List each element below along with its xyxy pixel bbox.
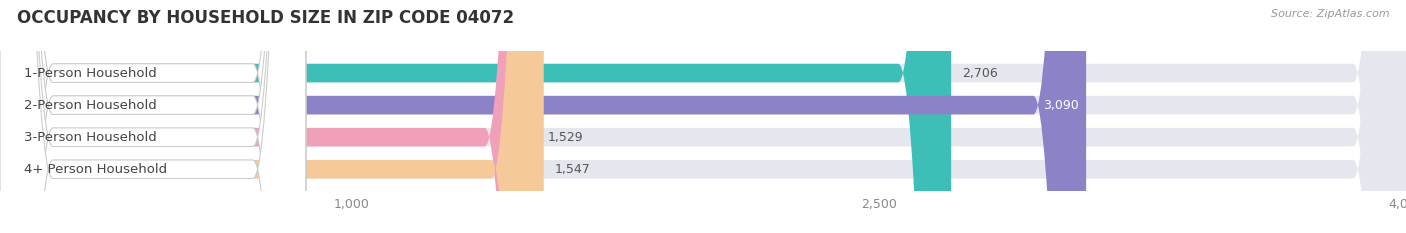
Text: 2-Person Household: 2-Person Household — [24, 99, 157, 112]
FancyBboxPatch shape — [0, 0, 307, 233]
Text: 2,706: 2,706 — [962, 67, 997, 79]
Text: 1,547: 1,547 — [554, 163, 591, 176]
Text: 1,529: 1,529 — [548, 131, 583, 144]
FancyBboxPatch shape — [0, 0, 544, 233]
FancyBboxPatch shape — [0, 0, 1087, 233]
Text: 3,090: 3,090 — [1043, 99, 1080, 112]
Text: 1-Person Household: 1-Person Household — [24, 67, 157, 79]
Text: Source: ZipAtlas.com: Source: ZipAtlas.com — [1271, 9, 1389, 19]
FancyBboxPatch shape — [0, 0, 952, 233]
Text: 4+ Person Household: 4+ Person Household — [24, 163, 167, 176]
Text: OCCUPANCY BY HOUSEHOLD SIZE IN ZIP CODE 04072: OCCUPANCY BY HOUSEHOLD SIZE IN ZIP CODE … — [17, 9, 515, 27]
FancyBboxPatch shape — [0, 0, 307, 233]
Text: 3-Person Household: 3-Person Household — [24, 131, 157, 144]
FancyBboxPatch shape — [0, 0, 307, 233]
FancyBboxPatch shape — [0, 0, 537, 233]
FancyBboxPatch shape — [0, 0, 307, 233]
